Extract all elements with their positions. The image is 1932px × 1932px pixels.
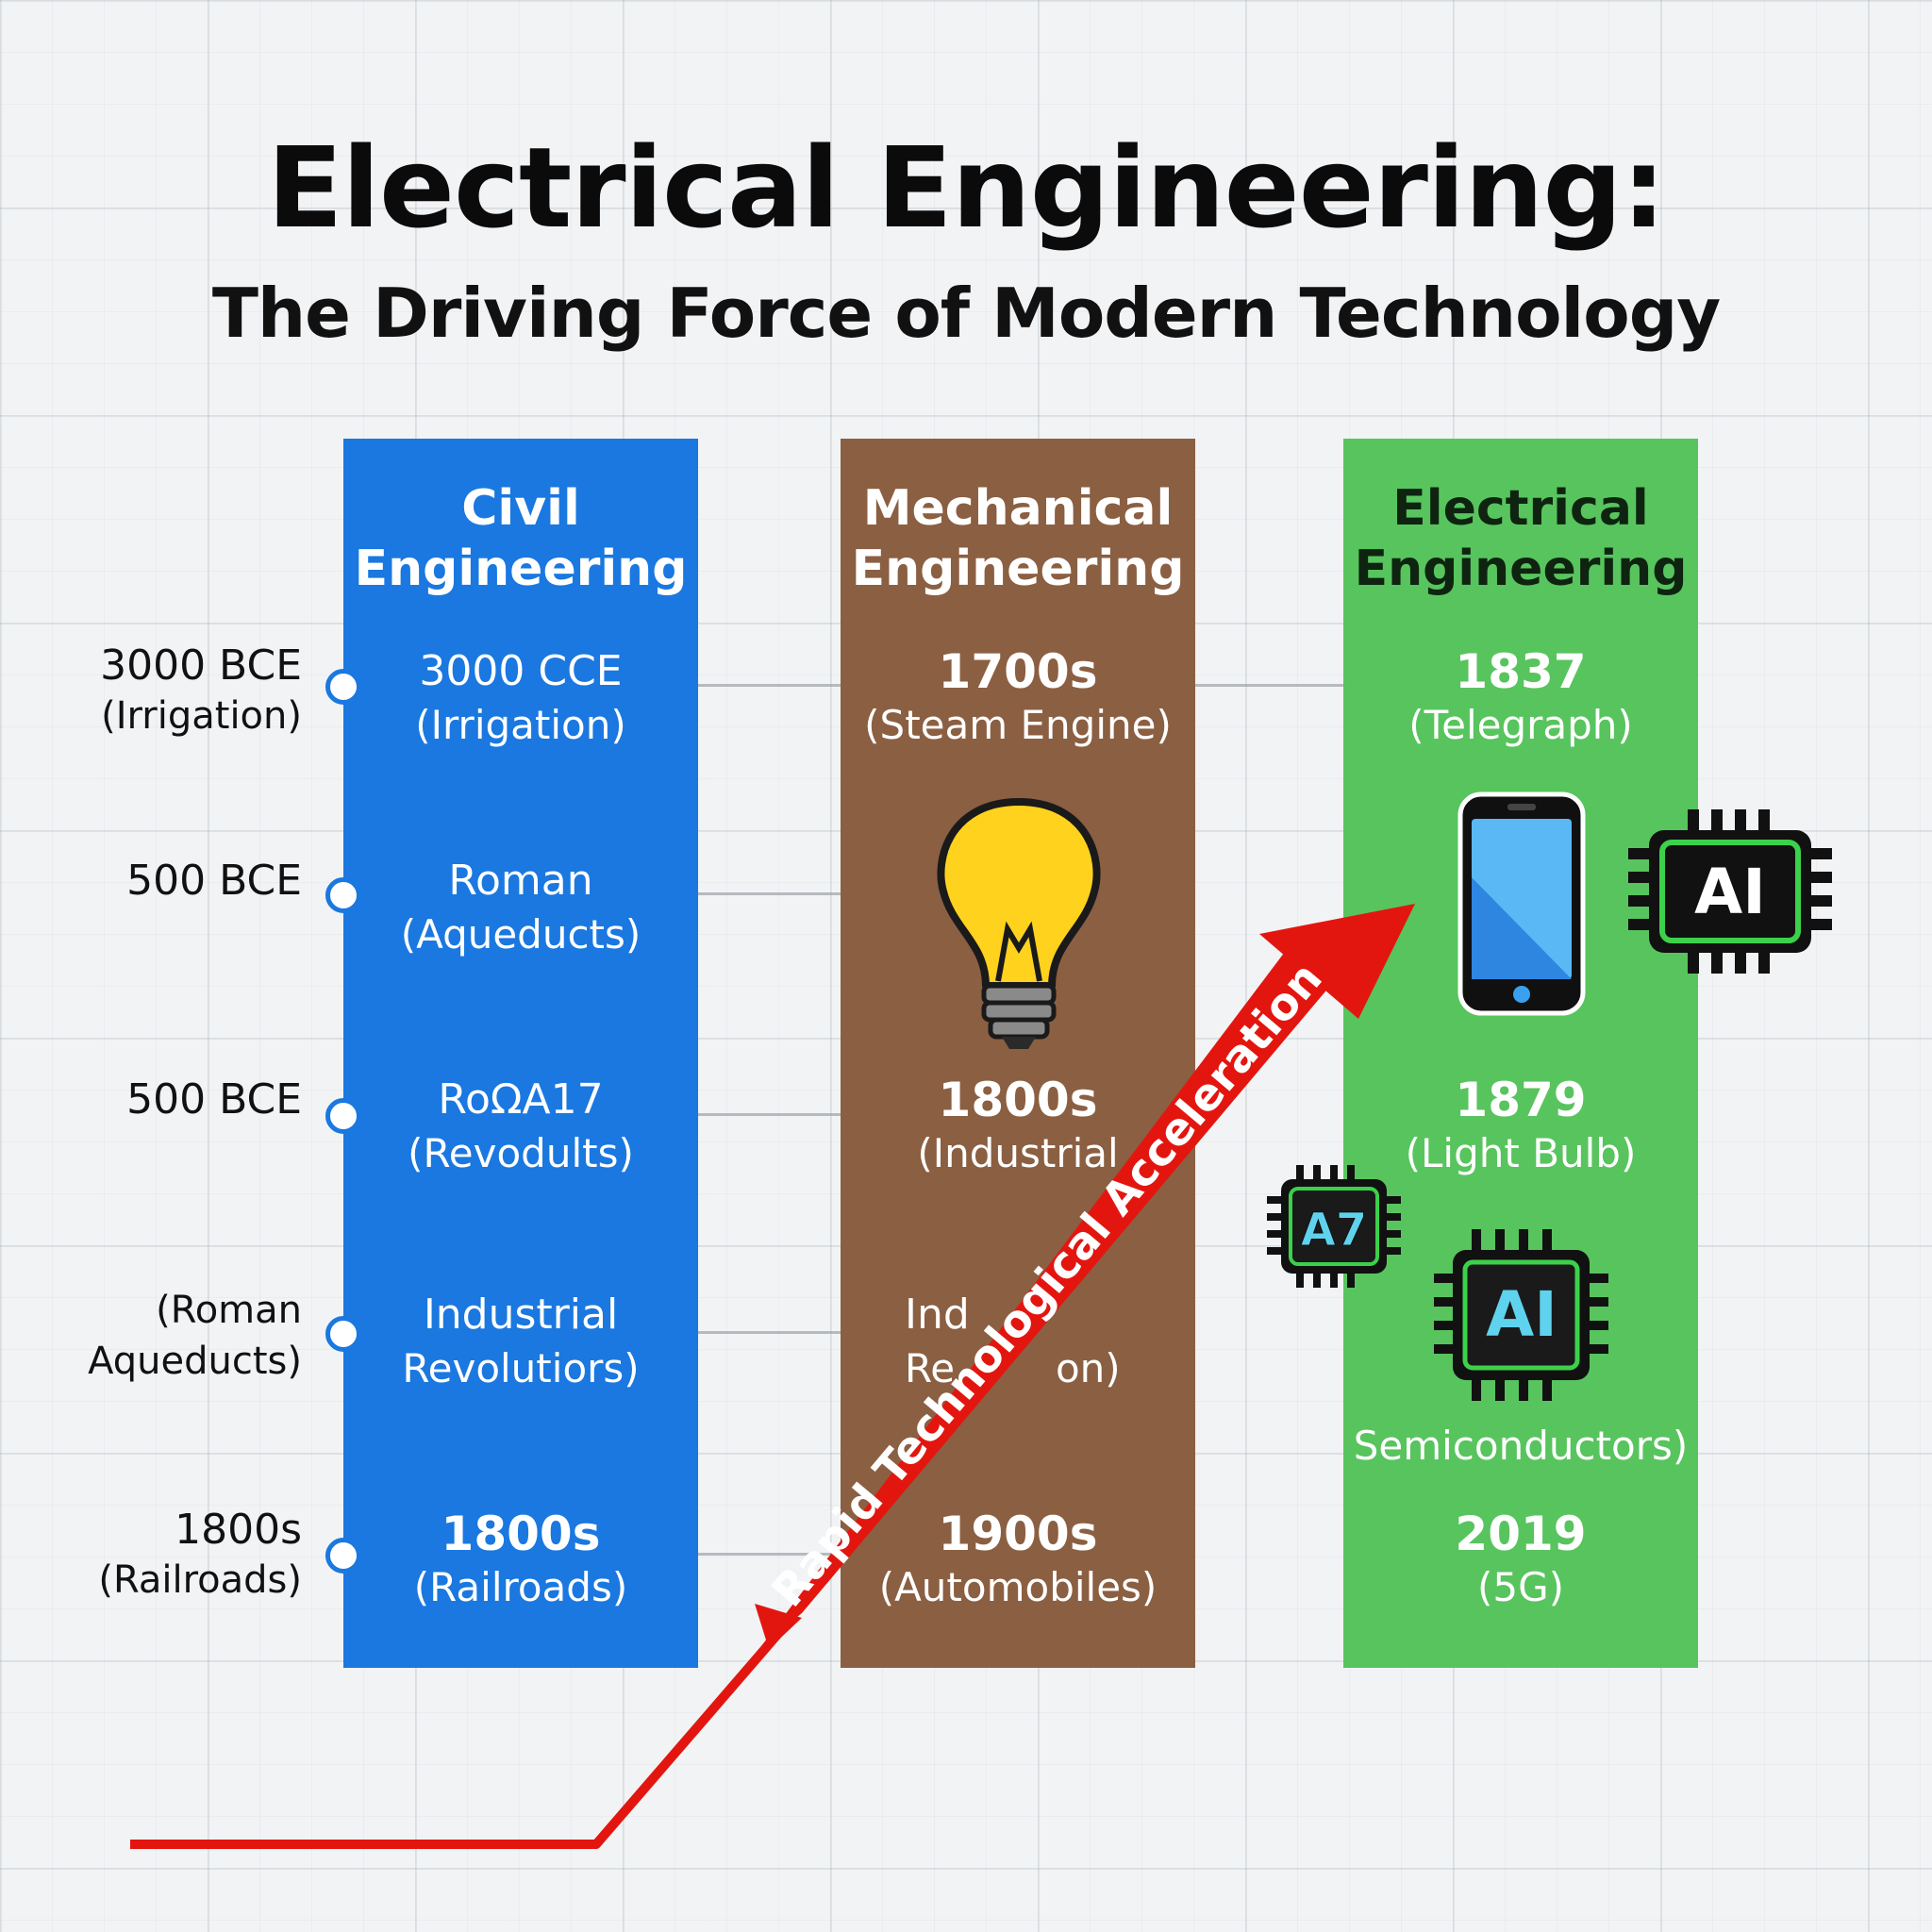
entry-year: 1879	[1455, 1073, 1587, 1127]
civil-entry-5: 1800s (Railroads)	[343, 1507, 698, 1614]
entry-year: 1837	[1455, 644, 1587, 699]
heading-line: Engineering	[851, 541, 1185, 597]
entry-event: (Aqueducts)	[400, 911, 641, 958]
arrow-label: Rapid Technological Acceleration	[762, 953, 1333, 1617]
electrical-column-heading: Electrical Engineering	[1343, 478, 1698, 599]
axis-label-5: 1800s (Railroads)	[38, 1506, 302, 1606]
civil-engineering-column: Civil Engineering 3000 CCE (Irrigation) …	[343, 439, 698, 1668]
entry-event: (Telegraph)	[1408, 702, 1633, 748]
entry-event: (Industrial	[917, 1130, 1119, 1176]
civil-entry-3: RoΩA17 (Revodults)	[343, 1073, 698, 1180]
entry-event: Re on)	[905, 1345, 1121, 1391]
electrical-entry-3: Semiconductors)	[1343, 1420, 1698, 1473]
timeline-dot	[325, 669, 361, 705]
entry-year: 3000 CCE	[419, 647, 623, 695]
entry-year: 1800s	[441, 1507, 601, 1561]
chip-ai-top-label: AI	[1694, 856, 1766, 928]
axis-label-event: (Irrigation)	[101, 694, 302, 738]
axis-label-year: 3000 BCE	[100, 641, 302, 690]
page-title: Electrical Engineering:	[266, 123, 1666, 253]
mechanical-entry-4: 1900s (Automobiles)	[841, 1507, 1195, 1614]
microchip-icon	[1267, 1165, 1401, 1288]
entry-year: Roman	[448, 857, 593, 905]
mechanical-entry-2: 1800s (Industrial	[841, 1073, 1195, 1180]
axis-label-year: 1800s	[175, 1506, 302, 1554]
axis-label-1: 3000 BCE (Irrigation)	[38, 641, 302, 741]
entry-year: Industrial	[423, 1291, 619, 1339]
chip-a7-label: A7	[1301, 1204, 1368, 1257]
heading-line: Electrical	[1392, 480, 1649, 537]
smartphone-icon	[1457, 791, 1586, 1016]
civil-entry-4: Industrial Revolutiors)	[343, 1288, 698, 1395]
entry-event: Semiconductors)	[1353, 1423, 1689, 1469]
timeline-guide-row-4	[343, 1331, 1174, 1334]
entry-event: (Light Bulb)	[1405, 1130, 1637, 1176]
heading-line: Mechanical	[862, 480, 1174, 537]
heading-line: Engineering	[354, 541, 688, 597]
mechanical-entry-1: 1700s (Steam Engine)	[841, 644, 1195, 752]
heading-line: Engineering	[1354, 541, 1688, 597]
axis-label-year: 500 BCE	[126, 1075, 302, 1124]
electrical-entry-4: 2019 (5G)	[1343, 1507, 1698, 1614]
axis-label-3: 500 BCE	[38, 1075, 302, 1124]
civil-column-heading: Civil Engineering	[343, 478, 698, 599]
mechanical-entry-3: Ind Re on)	[841, 1288, 1195, 1395]
axis-label-event: (Railroads)	[98, 1558, 302, 1602]
entry-year: 1900s	[938, 1507, 1098, 1561]
timeline-dot	[325, 1538, 361, 1574]
entry-event: (Revodults)	[408, 1130, 634, 1176]
entry-event: (Automobiles)	[878, 1564, 1158, 1610]
electrical-entry-1: 1837 (Telegraph)	[1343, 644, 1698, 752]
axis-label-year: (Roman	[156, 1289, 302, 1332]
microchip-icon	[1628, 809, 1832, 974]
civil-entry-2: Roman (Aqueducts)	[343, 854, 698, 961]
microchip-icon	[1434, 1229, 1608, 1401]
entry-event: (Irrigation)	[415, 702, 626, 748]
page-subtitle: The Driving Force of Modern Technology	[211, 274, 1721, 353]
entry-year: 1700s	[938, 644, 1098, 699]
entry-year: 2019	[1455, 1507, 1587, 1561]
electrical-engineering-column: Electrical Engineering 1837 (Telegraph) …	[1343, 439, 1698, 1668]
timeline-guide-row-2	[343, 892, 1192, 895]
timeline-dot	[325, 877, 361, 913]
chip-ai-bottom-label: AI	[1486, 1278, 1557, 1351]
entry-event: (Railroads)	[413, 1564, 628, 1610]
axis-label-event: Aqueducts)	[88, 1340, 302, 1383]
axis-label-4: (Roman Aqueducts)	[38, 1285, 302, 1387]
entry-year: RoΩA17	[438, 1075, 604, 1124]
entry-year: Ind	[905, 1291, 970, 1339]
light-bulb-icon	[937, 798, 1101, 1049]
entry-event: Revolutiors)	[402, 1345, 640, 1391]
timeline-dot	[325, 1316, 361, 1352]
acceleration-arrow	[130, 904, 1415, 1849]
electrical-entry-2: 1879 (Light Bulb)	[1343, 1073, 1698, 1180]
axis-label-year: 500 BCE	[126, 857, 302, 905]
mechanical-column-heading: Mechanical Engineering	[841, 478, 1195, 599]
heading-line: Civil	[461, 480, 580, 537]
civil-entry-1: 3000 CCE (Irrigation)	[343, 644, 698, 752]
entry-year: 1800s	[938, 1073, 1098, 1127]
entry-event: (5G)	[1476, 1564, 1565, 1610]
entry-event: (Steam Engine)	[864, 702, 1172, 748]
axis-label-2: 500 BCE	[38, 857, 302, 906]
timeline-dot	[325, 1098, 361, 1134]
